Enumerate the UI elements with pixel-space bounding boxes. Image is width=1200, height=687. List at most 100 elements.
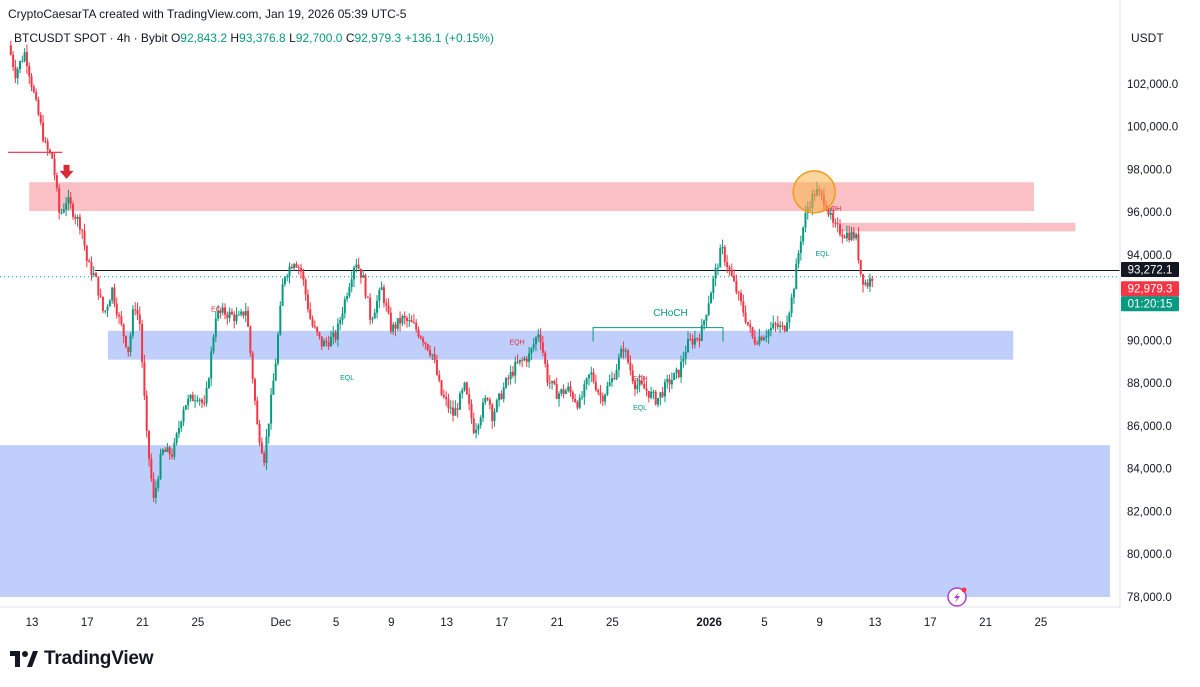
candle [627,348,630,365]
candle [251,350,254,384]
candle [145,390,148,438]
candle-body [9,45,12,55]
candle [693,330,696,349]
candle-body [516,361,519,363]
candle-body [666,379,669,382]
candle-body [161,449,164,455]
candle [380,281,383,291]
candle-body [703,320,706,326]
candle [118,312,121,324]
candle [161,448,164,456]
candle [613,373,616,381]
candle [196,395,199,403]
candle [431,353,434,361]
tradingview-logo[interactable]: TradingView [10,648,154,670]
candle [511,366,514,378]
candle [836,217,839,233]
candle-body [468,394,471,404]
candle-body [256,400,259,425]
candle-body [311,318,314,327]
candle-body [104,310,107,312]
candle-body [571,392,574,399]
candle-body [839,224,842,235]
candle-body [532,344,535,349]
candle [76,214,79,227]
candle-body [509,371,512,380]
candle-body [638,381,641,386]
candle [721,239,724,255]
candle-body [205,387,208,404]
eql-label: EQL [340,375,354,382]
candle-body [518,359,521,363]
candle [150,453,153,482]
candle-body [689,339,692,341]
candle [733,269,736,283]
candle-body [864,282,867,285]
candle-body [200,399,203,403]
candle [283,276,286,287]
currency-label[interactable]: USDT [1131,31,1164,45]
candle-body [620,349,623,358]
candle [834,218,837,228]
candle-body [187,398,190,406]
eqh-label: EQH [509,340,524,347]
candle [790,293,793,318]
candle-body [355,264,358,268]
candle [594,374,597,392]
lightning-icon[interactable] [947,587,967,607]
candle-body [417,329,420,337]
candle [829,207,832,220]
candle-body [157,478,160,488]
candle-body [776,323,779,328]
candle [827,208,830,217]
candle-body [300,267,303,272]
candle-body [730,269,733,276]
candle [569,380,572,397]
time-tick-label: 17 [81,617,94,629]
candle-body [739,292,742,302]
candle-body [336,323,339,340]
candle [677,369,680,379]
candle-body [247,310,250,327]
candle [369,293,372,325]
candle-body [288,266,291,276]
price-label-text: 93,272.1 [1128,264,1173,276]
candle-body [224,307,227,315]
candle [154,480,157,504]
candle [143,354,146,400]
candle-body [716,267,719,269]
candle-body [636,385,639,390]
candle-body [394,324,397,329]
candle-body [786,322,789,332]
candle [385,298,388,312]
candle-body [449,407,452,409]
candle-body [37,99,40,115]
candle [700,318,703,342]
candle [329,330,332,348]
candle [378,287,381,309]
candle [468,387,471,411]
candle [274,358,277,382]
candle-body [587,374,590,379]
candle-body [696,338,699,340]
candle-body [171,454,174,457]
candle [514,356,517,384]
candle [576,400,579,410]
candle-body [675,369,678,373]
candle-body [260,442,263,454]
candle [357,257,360,270]
candle [240,308,243,317]
candle [691,334,694,349]
candle-body [21,61,24,63]
candle-body [150,458,153,479]
candle-body [235,314,238,321]
symbol-name[interactable]: BTCUSDT SPOT · 4h · Bybit [14,31,168,45]
candle [753,329,756,346]
candle [859,260,862,276]
candle-body [541,342,544,353]
candle [463,381,466,392]
candle-body [154,487,157,498]
candle-body [46,141,49,150]
candle-body [313,326,316,328]
